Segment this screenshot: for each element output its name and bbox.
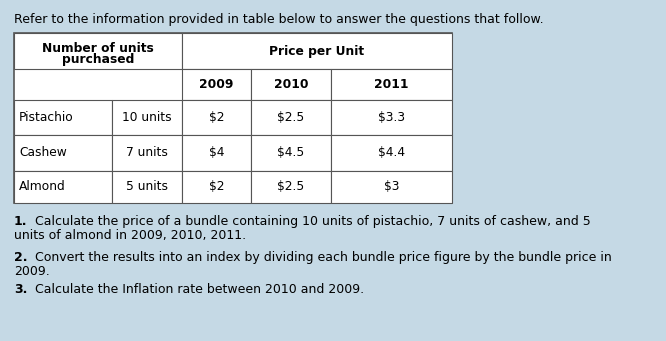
Bar (14, 33, 182, 69)
Text: 1.: 1. (14, 215, 27, 228)
Text: 2.: 2. (14, 251, 27, 264)
Text: purchased: purchased (62, 54, 134, 66)
Text: units of almond in 2009, 2010, 2011.: units of almond in 2009, 2010, 2011. (14, 229, 246, 242)
Bar (331, 135, 452, 171)
Text: $4: $4 (208, 147, 224, 160)
Text: 2011: 2011 (374, 78, 409, 91)
Text: $4.5: $4.5 (277, 147, 304, 160)
Bar (112, 100, 182, 135)
Bar (331, 69, 452, 100)
Bar (182, 100, 251, 135)
Bar (14, 135, 112, 171)
Text: Almond: Almond (19, 180, 66, 193)
Bar (112, 135, 182, 171)
Bar (112, 171, 182, 203)
Text: 5 units: 5 units (126, 180, 168, 193)
Bar (331, 171, 452, 203)
Bar (182, 135, 251, 171)
Bar (14, 100, 112, 135)
Text: 7 units: 7 units (126, 147, 168, 160)
Text: Pistachio: Pistachio (19, 111, 74, 124)
Text: $3: $3 (384, 180, 399, 193)
Text: $4.4: $4.4 (378, 147, 405, 160)
Bar (251, 171, 331, 203)
Bar (182, 33, 452, 69)
Bar (331, 100, 452, 135)
Bar (251, 100, 331, 135)
Bar (14, 171, 112, 203)
Text: $2.5: $2.5 (277, 111, 304, 124)
Text: Convert the results into an index by dividing each bundle price figure by the bu: Convert the results into an index by div… (35, 251, 612, 264)
Bar (182, 171, 251, 203)
Text: Calculate the Inflation rate between 2010 and 2009.: Calculate the Inflation rate between 201… (35, 283, 364, 296)
Text: 3.: 3. (14, 283, 27, 296)
Text: Number of units: Number of units (42, 43, 154, 56)
Text: Price per Unit: Price per Unit (270, 44, 364, 58)
Bar (14, 33, 452, 203)
Text: $2.5: $2.5 (277, 180, 304, 193)
Text: Calculate the price of a bundle containing 10 units of pistachio, 7 units of cas: Calculate the price of a bundle containi… (35, 215, 591, 228)
Text: $2: $2 (208, 180, 224, 193)
Text: Refer to the information provided in table below to answer the questions that fo: Refer to the information provided in tab… (14, 13, 543, 26)
Text: Cashew: Cashew (19, 147, 67, 160)
Text: $2: $2 (208, 111, 224, 124)
Text: 10 units: 10 units (122, 111, 172, 124)
Text: 2009: 2009 (199, 78, 234, 91)
Bar (251, 69, 331, 100)
Text: $3.3: $3.3 (378, 111, 405, 124)
Bar (182, 69, 251, 100)
Text: 2010: 2010 (274, 78, 308, 91)
Bar (251, 135, 331, 171)
Text: 2009.: 2009. (14, 265, 50, 278)
